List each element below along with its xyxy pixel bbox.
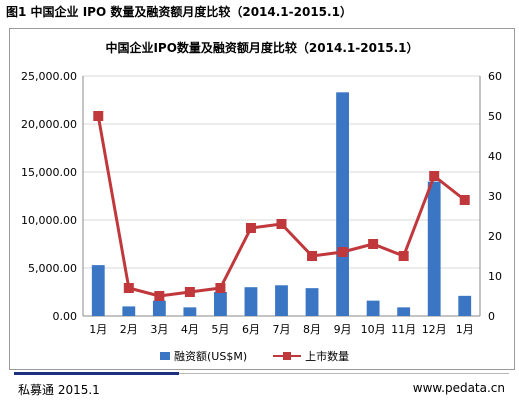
x-axis-tick-label: 1月 [89,323,107,336]
bar [366,300,380,316]
x-axis-tick-label: 1月 [456,323,474,336]
chart-legend: 融资额(US$M) 上市数量 [160,348,349,364]
legend-item-ipo-count: 上市数量 [273,348,349,364]
x-axis-tick-label: 7月 [273,323,291,336]
footer-rule-accent [14,372,179,375]
bar [91,265,105,316]
bar [244,287,258,316]
legend-label-ipo-count: 上市数量 [305,350,350,363]
right-axis-tick-label: 10 [488,270,502,283]
x-axis-tick-label: 3月 [150,323,168,336]
bar [336,92,349,316]
line-point-marker [154,291,165,301]
legend-bar-swatch [160,352,170,360]
left-axis-tick-label: 20,000.00 [21,118,77,131]
line-point-marker [398,251,409,261]
bar [305,288,319,316]
x-axis-tick-label: 9月 [334,323,352,336]
footer-rule [179,373,509,374]
bar [214,292,227,316]
left-axis-tick-label: 0.00 [53,310,78,323]
line-point-marker [337,247,348,257]
bar [183,307,197,316]
x-axis-tick-label: 8月 [303,323,321,336]
x-axis-tick-label: 2月 [120,323,138,336]
line-point-marker [276,219,287,229]
right-axis-tick-label: 20 [488,230,502,243]
x-axis-tick-label: 12月 [422,323,447,336]
chart-title: 中国企业IPO数量及融资额月度比较（2014.1-2015.1） [105,41,419,55]
bar [152,300,166,316]
combo-chart: 0.00 5,000.00 10,000.00 15,000.00 20,000.00 2… [21,70,502,336]
figure-caption: 图1 中国企业 IPO 数量及融资额月度比较（2014.1-2015.1） [6,5,352,19]
legend-line-swatch [273,351,302,361]
bar [427,181,441,316]
left-axis-tick-label: 5,000.00 [28,262,77,275]
footer-source: 私募通 2015.1 [18,383,100,397]
left-axis-tick-label: 10,000.00 [21,214,77,227]
line-point-marker [459,195,470,205]
right-axis-tick-label: 60 [488,70,502,83]
x-axis-tick-label: 5月 [211,323,229,336]
right-axis-tick-label: 40 [488,150,502,163]
footer-website[interactable]: www.pedata.cn [412,381,505,395]
line-point-marker [184,287,195,297]
line-point-marker [93,111,104,121]
chart-frame: 中国企业IPO数量及融资额月度比较（2014.1-2015.1） 0.00 5,0… [9,28,515,370]
legend-item-funding: 融资额(US$M) [160,348,247,364]
right-axis-tick-label: 0 [488,310,495,323]
line-point-marker [307,251,318,261]
right-axis-tick-label: 30 [488,190,502,203]
left-axis-tick-label: 25,000.00 [21,70,77,83]
line-point-marker [245,223,256,233]
bar [122,306,136,316]
left-axis-tick-label: 15,000.00 [21,166,77,179]
line-point-marker [429,171,440,181]
legend-label-funding: 融资额(US$M) [174,350,248,363]
x-axis-tick-label: 6月 [242,323,260,336]
bar [275,285,288,316]
right-axis-tick-label: 50 [488,110,502,123]
bar [397,307,411,316]
line-point-marker [368,239,379,249]
ipo-count-line [96,115,466,298]
x-axis-tick-label: 11月 [391,323,416,336]
line-point-marker [123,283,134,293]
x-axis-tick-label: 4月 [181,323,199,336]
x-axis-tick-label: 10月 [361,323,386,336]
line-point-marker [215,283,226,293]
bar [458,295,472,316]
